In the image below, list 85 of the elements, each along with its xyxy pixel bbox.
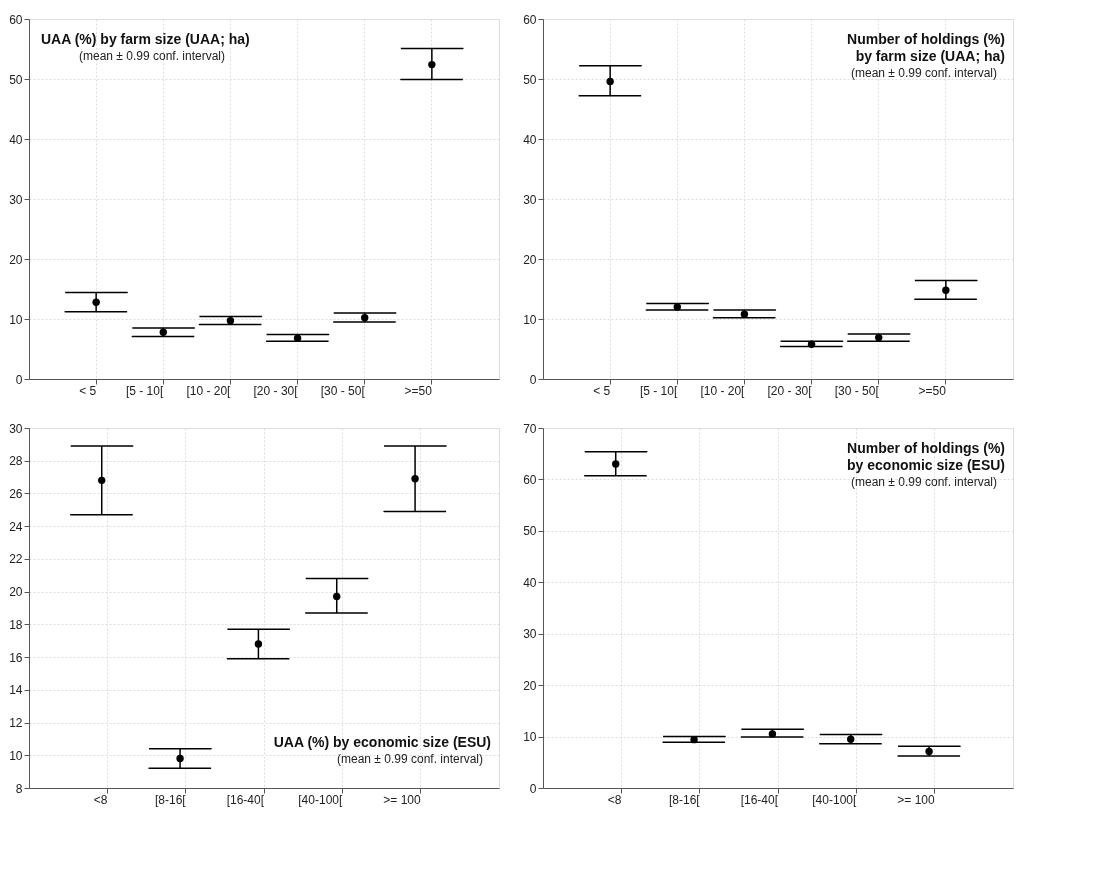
y-tick-label: 10 — [523, 730, 537, 745]
point — [768, 730, 777, 738]
y-tick-label: 10 — [9, 748, 23, 763]
y-tick-label: 20 — [523, 678, 537, 693]
y-tick-label: 30 — [9, 192, 23, 207]
point — [293, 334, 302, 342]
point — [875, 333, 883, 342]
y-tick-label: 50 — [523, 72, 537, 87]
text: UAA (%) by farm size (UAA; ha) — [41, 31, 250, 47]
x-tick-label: >=50 — [918, 383, 947, 398]
y-tick-label: 10 — [9, 312, 23, 327]
text: (mean ± 0.99 conf. interval) — [337, 752, 483, 766]
point — [807, 340, 816, 348]
point — [159, 328, 167, 336]
y-tick-label: 14 — [9, 683, 23, 698]
x-tick-label: [20 - 30[ — [253, 383, 299, 398]
y-tick-label: 30 — [523, 192, 537, 207]
x-tick-label: [30 - 50[ — [834, 383, 880, 398]
x-tick-label: < 5 — [593, 383, 611, 398]
y-tick-label: 28 — [9, 454, 23, 469]
x-tick-label: [8-16[ — [154, 792, 187, 807]
y-tick-label: 18 — [9, 617, 23, 632]
y-tick-label: 12 — [9, 716, 23, 731]
x-tick-label: >=50 — [404, 383, 433, 398]
y-tick-label: 20 — [9, 585, 23, 600]
y-tick-label: 50 — [523, 524, 537, 539]
y-tick-label: 0 — [529, 781, 537, 796]
text: (mean ± 0.99 conf. interval) — [79, 49, 225, 63]
point — [176, 754, 184, 763]
y-tick-label: 60 — [523, 472, 537, 487]
point — [411, 475, 419, 483]
x-tick-label: [5 - 10[ — [125, 383, 164, 398]
x-tick-label: [10 - 20[ — [186, 383, 232, 398]
y-tick-label: 40 — [523, 575, 537, 590]
text: Number of holdings (%) by farm size (UAA; ha) — [847, 31, 1005, 64]
point — [612, 460, 620, 468]
y-tick-label: 24 — [9, 519, 23, 534]
x-tick-label: [5 - 10[ — [639, 383, 678, 398]
y-tick-label: 10 — [523, 312, 537, 327]
x-tick-label: >= 100 — [897, 792, 935, 807]
y-tick-label: 20 — [523, 252, 537, 267]
y-tick-label: 26 — [9, 486, 23, 501]
y-tick-label: 30 — [523, 627, 537, 642]
point — [428, 60, 436, 69]
y-tick-label: 16 — [9, 650, 23, 665]
x-tick-label: [16-40[ — [740, 792, 779, 807]
point — [740, 310, 749, 318]
y-tick-label: 40 — [9, 132, 23, 147]
x-tick-label: [20 - 30[ — [767, 383, 813, 398]
y-tick-label: 0 — [15, 372, 23, 387]
y-tick-label: 40 — [523, 132, 537, 147]
point — [673, 303, 681, 311]
text: UAA (%) by economic size (ESU) — [273, 734, 491, 750]
y-tick-label: 50 — [9, 72, 23, 87]
point — [847, 735, 855, 743]
point — [942, 286, 950, 294]
x-tick-label: <8 — [93, 792, 108, 807]
x-tick-label: [40-100[ — [812, 792, 857, 807]
y-tick-label: 60 — [523, 12, 537, 27]
text: (mean ± 0.99 conf. interval) — [851, 66, 997, 80]
point — [361, 314, 369, 322]
x-tick-label: [40-100[ — [298, 792, 343, 807]
point — [606, 77, 614, 86]
point — [226, 317, 235, 325]
point — [98, 476, 106, 485]
y-tick-label: 0 — [529, 372, 537, 387]
x-tick-label: [8-16[ — [668, 792, 701, 807]
y-tick-label: 22 — [9, 552, 23, 567]
x-tick-label: [10 - 20[ — [700, 383, 746, 398]
point — [92, 298, 100, 306]
point — [254, 640, 263, 648]
y-tick-label: 60 — [9, 12, 23, 27]
y-tick-label: 20 — [9, 252, 23, 267]
x-tick-label: <8 — [607, 792, 622, 807]
x-tick-label: [30 - 50[ — [320, 383, 366, 398]
point — [333, 592, 341, 601]
y-tick-label: 30 — [9, 421, 23, 436]
x-tick-label: [16-40[ — [226, 792, 265, 807]
x-tick-label: < 5 — [79, 383, 97, 398]
y-tick-label: 70 — [523, 421, 537, 436]
text: Number of holdings (%) by economic size (ESU) — [847, 440, 1005, 473]
y-tick-label: 8 — [15, 781, 23, 796]
point — [925, 747, 933, 756]
x-tick-label: >= 100 — [383, 792, 421, 807]
text: (mean ± 0.99 conf. interval) — [851, 475, 997, 489]
